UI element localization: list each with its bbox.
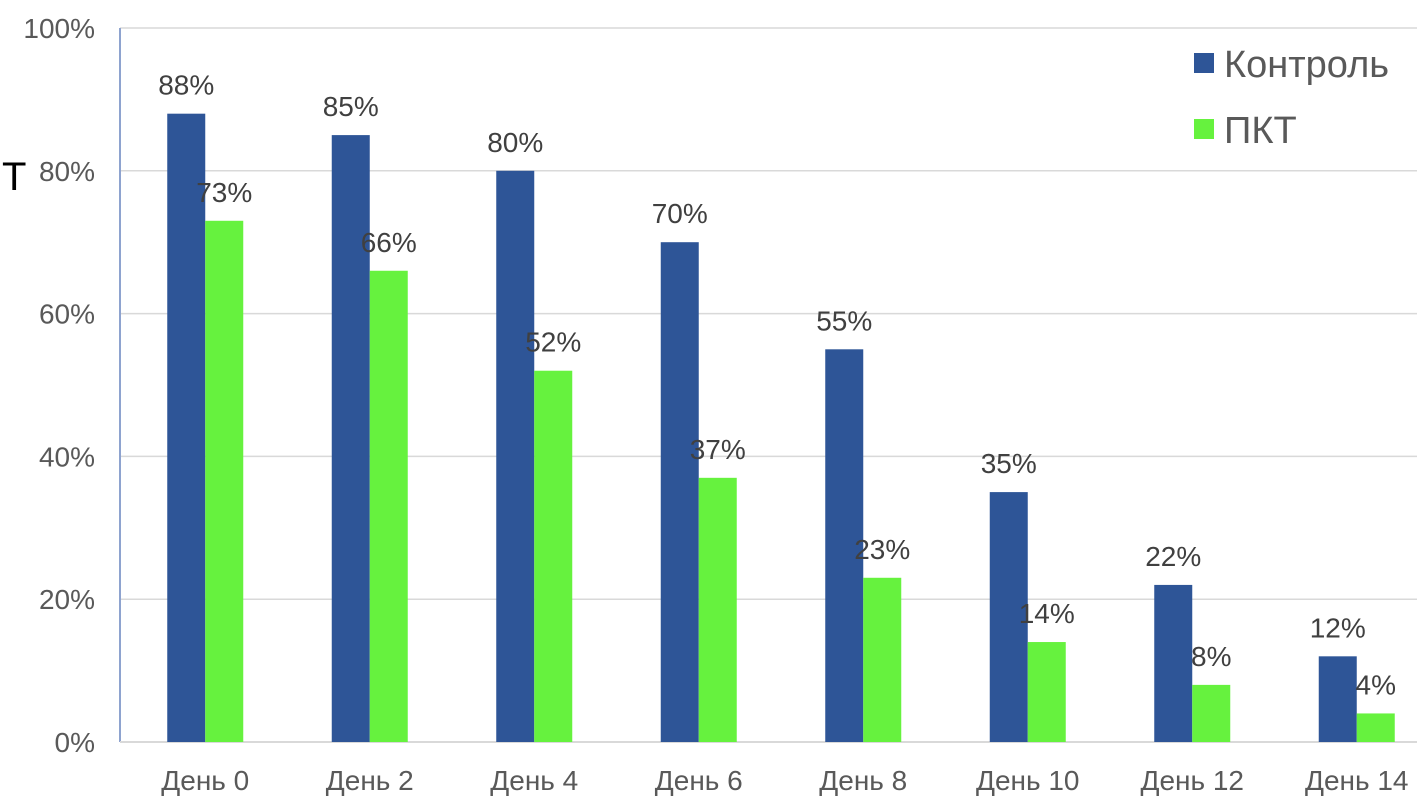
x-tick-label: День 6: [655, 765, 743, 796]
bar: [369, 270, 408, 742]
x-tick-label: День 0: [161, 765, 249, 796]
legend-label: ПКТ: [1224, 110, 1297, 152]
data-label: 52%: [525, 327, 581, 358]
bar: [1027, 642, 1066, 742]
data-label: 23%: [854, 534, 910, 565]
bar: [825, 349, 864, 742]
bar: [496, 170, 535, 743]
bar: [331, 135, 370, 743]
x-tick-label: День 12: [1140, 765, 1244, 796]
bar: [1154, 584, 1193, 742]
x-tick-label: День 4: [490, 765, 578, 796]
bar: [863, 577, 902, 742]
data-label: 80%: [487, 127, 543, 158]
data-label: 88%: [158, 70, 214, 101]
bar: [1318, 656, 1357, 742]
x-axis-ticks: День 0 День 2 День 4 День 6 День 8 День 10 Ден…: [161, 765, 1408, 796]
bar: [1356, 713, 1395, 742]
data-label: 14%: [1019, 598, 1075, 629]
legend-swatch: [1194, 119, 1214, 139]
bar: [167, 113, 206, 743]
y-tick-label: 0%: [55, 727, 95, 758]
data-label: 12%: [1310, 612, 1366, 643]
bar: [534, 370, 573, 742]
data-label: 37%: [690, 434, 746, 465]
x-tick-label: День 2: [326, 765, 414, 796]
y-axis-ticks: 0% 20% 40% 60% 80% 100%: [23, 13, 95, 758]
data-label: 55%: [816, 305, 872, 336]
y-tick-label: 40%: [39, 441, 95, 472]
data-label: 35%: [981, 448, 1037, 479]
y-tick-label: 80%: [39, 156, 95, 187]
x-tick-label: День 14: [1305, 765, 1409, 796]
data-labels: 88% 73% 85% 66% 80% 52% 70% 37% 55% 23% 35% 14% 22% 8…: [158, 70, 1396, 701]
bar: [698, 477, 737, 742]
data-label: 85%: [323, 91, 379, 122]
legend-label: Контроль: [1224, 44, 1389, 86]
bar: [989, 492, 1028, 742]
bar: [1192, 684, 1231, 742]
data-label: 8%: [1191, 641, 1231, 672]
bar: [205, 220, 244, 742]
x-tick-label: День 8: [819, 765, 907, 796]
y-tick-label: 60%: [39, 299, 95, 330]
gridlines: [120, 27, 1417, 600]
legend: Контроль ПКТ: [1194, 44, 1389, 152]
legend-swatch: [1194, 53, 1214, 73]
x-tick-label: День 10: [976, 765, 1080, 796]
data-label: 73%: [196, 177, 252, 208]
data-label: 4%: [1356, 669, 1396, 700]
y-tick-label: 100%: [23, 13, 95, 44]
bars: [167, 113, 1395, 743]
y-axis-label: Т: [2, 155, 26, 199]
data-label: 66%: [361, 227, 417, 258]
data-label: 70%: [652, 198, 708, 229]
data-label: 22%: [1145, 541, 1201, 572]
bar: [660, 242, 699, 742]
y-tick-label: 20%: [39, 584, 95, 615]
